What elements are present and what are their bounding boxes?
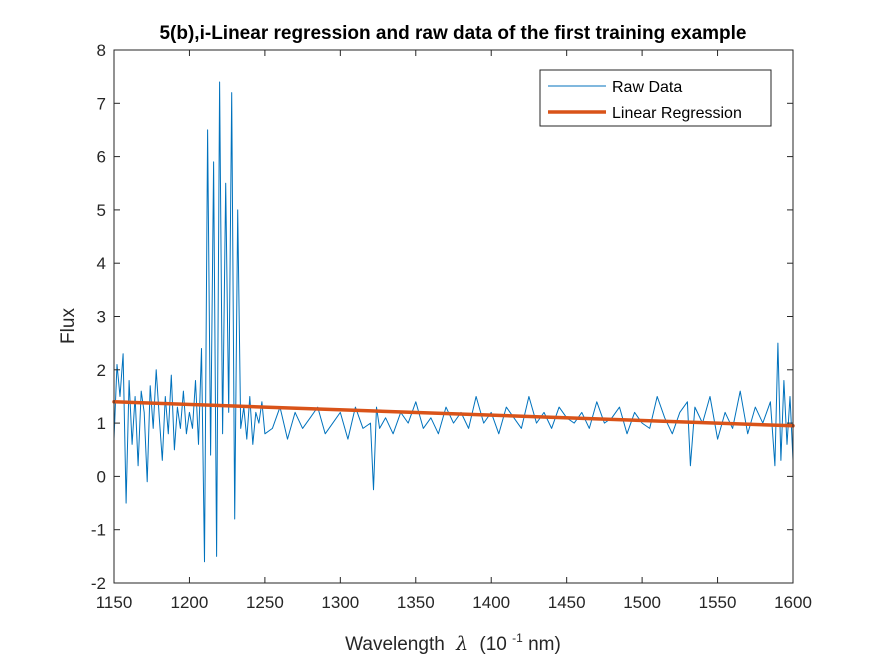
- y-tick-label: -1: [91, 521, 106, 540]
- y-tick-label: 2: [97, 361, 106, 380]
- y-tick-label: 7: [97, 94, 106, 113]
- x-axis-label-unit-close: nm): [528, 634, 561, 655]
- legend-box: [539, 69, 772, 127]
- x-tick-label: 1550: [699, 593, 737, 612]
- x-tick-label: 1350: [397, 593, 435, 612]
- y-tick-label: 5: [97, 201, 106, 220]
- x-axis-label-unit-open: (10: [479, 634, 506, 655]
- x-tick-label: 1150: [96, 593, 133, 612]
- x-axis-label-unit-exp: -1: [512, 631, 523, 645]
- x-tick-label: 1200: [171, 593, 209, 612]
- y-tick-label: 6: [97, 148, 106, 167]
- y-tick-label: 8: [97, 41, 106, 60]
- y-axis-label: Flux: [58, 308, 79, 344]
- y-tick-label: 0: [97, 467, 106, 486]
- x-tick-label: 1600: [774, 593, 812, 612]
- legend-label-raw-data: Raw Data: [612, 79, 682, 96]
- x-axis-label: Wavelength λ (10 -1 nm): [345, 626, 561, 655]
- chart-title: 5(b),i-Linear regression and raw data of…: [159, 23, 746, 44]
- series-line-raw-data: [113, 81, 794, 563]
- y-tick-label: 4: [97, 254, 106, 273]
- x-tick-label: 1500: [623, 593, 661, 612]
- x-tick-label: 1250: [246, 593, 284, 612]
- x-axis-label-prefix: Wavelength: [345, 634, 445, 655]
- y-tick-label: 1: [97, 414, 106, 433]
- y-tick-label: -2: [91, 574, 106, 593]
- plot-area: 1150 1200 1250 1300 1350 1400 1450 1500 1550 1600…: [91, 41, 812, 612]
- x-tick-label: 1300: [321, 593, 359, 612]
- x-axis-label-symbol: λ: [455, 633, 468, 655]
- x-tick-label: 1450: [548, 593, 586, 612]
- legend-label-linear-regression: Linear Regression: [612, 105, 742, 122]
- legend: Raw Data Linear Regression: [539, 69, 772, 127]
- x-tick-label: 1400: [472, 593, 510, 612]
- series-line-linear-regression: [112, 400, 795, 428]
- y-tick-label: 3: [97, 308, 106, 327]
